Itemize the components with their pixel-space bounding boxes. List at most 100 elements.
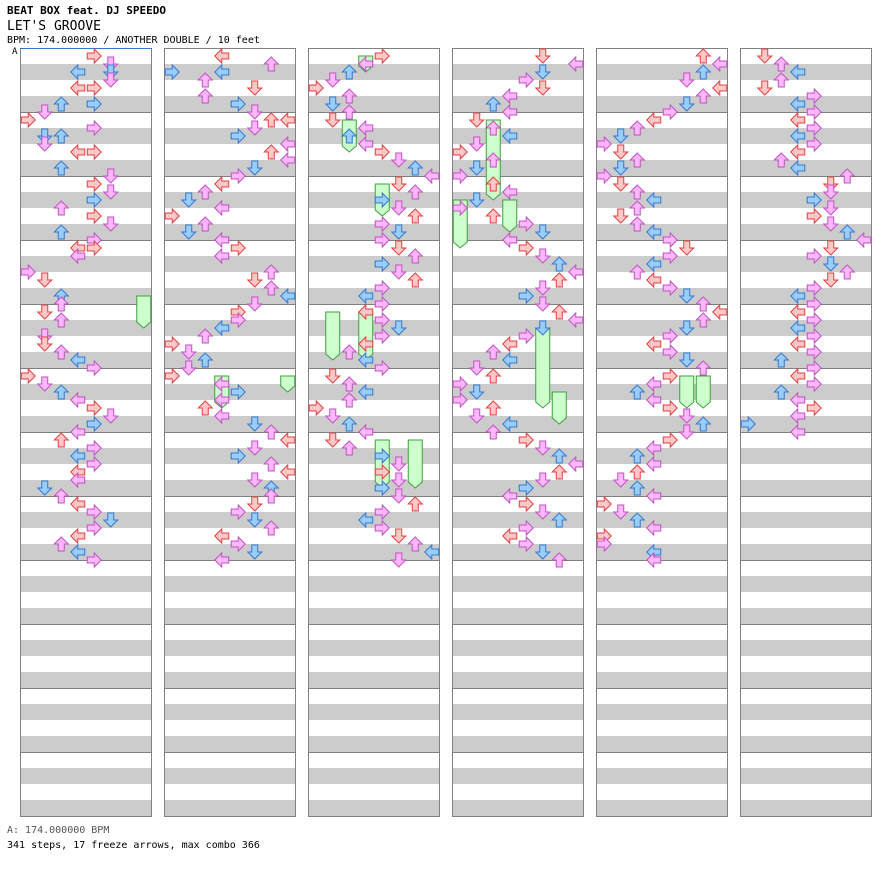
step-arrow [468,192,485,208]
step-arrow [164,335,180,353]
step-arrow [534,48,551,64]
step-arrow [246,296,263,312]
step-arrow [452,391,468,409]
step-arrow [390,224,407,240]
measure-box [452,752,584,817]
step-arrow [806,399,822,417]
step-arrow [86,455,102,473]
step-arrow [646,223,662,241]
step-arrow [518,71,534,89]
step-arrow [102,168,119,184]
step-arrow [534,224,551,240]
step-arrow [518,215,534,233]
step-arrow [390,240,407,256]
step-arrow [374,327,390,345]
step-arrow [629,480,646,496]
step-arrow [695,48,712,64]
step-arrow [180,224,197,240]
step-arrow [86,239,102,257]
step-arrow [551,272,568,288]
step-arrow [53,312,70,328]
step-arrow [230,383,246,401]
step-arrow [263,456,280,472]
freeze-arrow [695,375,711,409]
step-arrow [36,104,53,120]
song-title: BEAT BOX feat. DJ SPEEDO [7,4,166,17]
step-arrow [36,136,53,152]
step-arrow [534,320,551,336]
step-arrow [518,431,534,449]
step-arrow [790,367,806,385]
step-arrow [596,135,612,153]
step-arrow [629,264,646,280]
step-arrow [86,207,102,225]
step-arrow [390,528,407,544]
step-arrow [374,359,390,377]
step-arrow [790,423,806,441]
step-arrow [534,80,551,96]
step-arrow [374,447,390,465]
step-arrow [629,216,646,232]
step-arrow [468,112,485,128]
step-arrow [53,488,70,504]
step-arrow [806,207,822,225]
step-arrow [214,47,230,65]
step-arrow [390,472,407,488]
measure-box [164,752,296,817]
step-arrow [806,311,822,329]
step-arrow [53,160,70,176]
step-arrow [86,143,102,161]
step-arrow [839,168,856,184]
chart-column [20,48,152,817]
step-arrow [86,175,102,193]
step-arrow [790,287,806,305]
step-arrow [790,63,806,81]
step-arrow [390,488,407,504]
step-arrow [790,127,806,145]
step-arrow [485,120,502,136]
step-arrow [502,527,518,545]
step-arrow [358,423,374,441]
step-arrow [662,431,678,449]
step-arrow [324,96,341,112]
step-arrow [86,95,102,113]
step-arrow [806,247,822,265]
step-arrow [180,344,197,360]
step-arrow [164,367,180,385]
step-arrow [36,336,53,352]
step-arrow [790,303,806,321]
step-arrow [756,48,773,64]
step-arrow [263,424,280,440]
step-arrow [534,472,551,488]
step-arrow [568,455,584,473]
step-arrow [596,167,612,185]
step-arrow [230,447,246,465]
step-arrow [695,312,712,328]
step-arrow [646,375,662,393]
step-arrow [806,327,822,345]
step-arrow [358,335,374,353]
freeze-arrow [407,439,423,489]
step-arrow [390,152,407,168]
step-arrow [568,55,584,73]
step-arrow [374,479,390,497]
step-arrow [646,335,662,353]
step-arrow [790,407,806,425]
step-arrow [678,288,695,304]
step-arrow [407,208,424,224]
step-arrow [358,119,374,137]
step-arrow [341,64,358,80]
step-arrow [407,496,424,512]
step-arrow [214,375,230,393]
freeze-arrow [325,311,341,361]
step-arrow [20,111,36,129]
step-arrow [263,56,280,72]
step-arrow [646,391,662,409]
step-arrow [534,544,551,560]
step-arrow [662,343,678,361]
step-arrow [773,72,790,88]
step-arrow [612,160,629,176]
freeze-arrow [136,295,152,329]
step-arrow [695,416,712,432]
step-arrow [390,200,407,216]
